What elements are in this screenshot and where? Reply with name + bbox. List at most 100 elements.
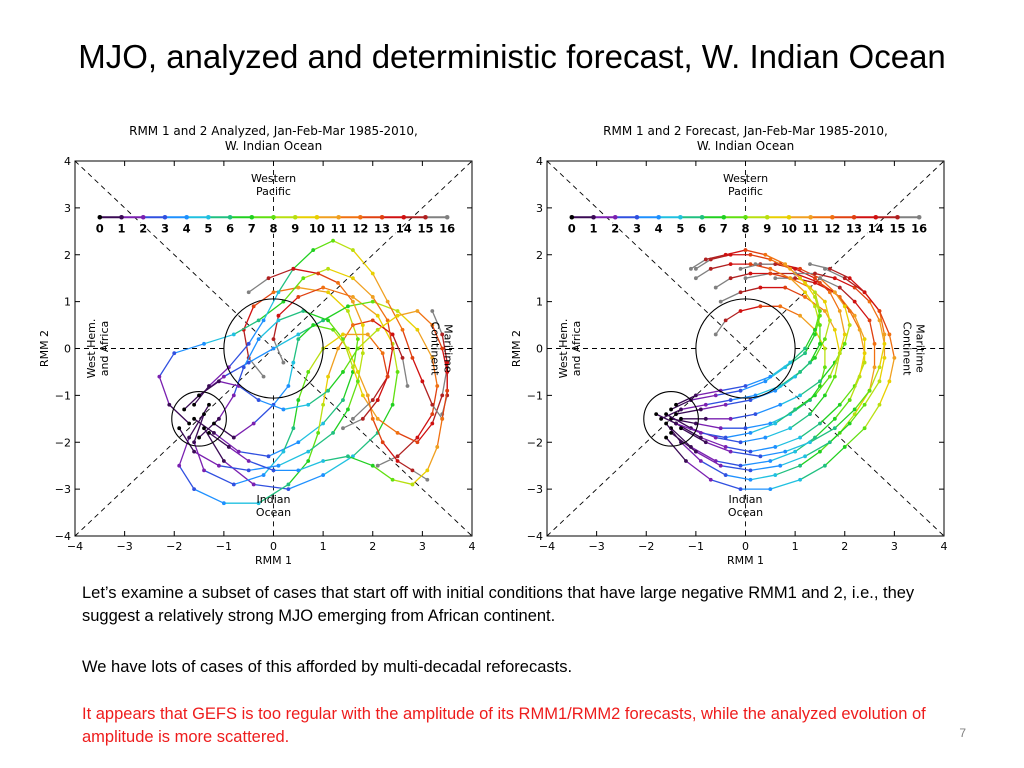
trajectory-point	[823, 463, 827, 468]
trajectory-point	[808, 440, 812, 445]
trajectory-point	[351, 295, 355, 299]
trajectory-point	[669, 430, 673, 435]
colorbar-day-label: 14	[396, 221, 412, 235]
trajectory-point	[326, 388, 330, 393]
trajectory-point	[430, 355, 435, 360]
region-label-indian-ocean: Indian	[729, 493, 763, 506]
trajectory-segment	[377, 315, 398, 331]
colorbar-day-label: 11	[331, 221, 347, 235]
trajectory-point	[842, 341, 847, 346]
trajectory-segment	[715, 390, 741, 397]
trajectory-point	[773, 473, 778, 477]
region-label-western-pacific: Pacific	[256, 185, 291, 198]
trajectory-segment	[431, 310, 443, 335]
trajectory-point	[698, 407, 703, 412]
colorbar-dot	[634, 214, 640, 220]
trajectory-point	[380, 351, 385, 356]
trajectory-point	[738, 440, 743, 445]
colorbar-dot	[591, 214, 596, 220]
trajectory-segment	[725, 432, 751, 439]
trajectory-segment	[243, 329, 250, 358]
trajectory-segment	[193, 418, 215, 434]
colorbar-dot	[97, 214, 103, 220]
colorbar-day-label: 12	[352, 221, 368, 235]
trajectory-point	[177, 426, 182, 431]
y-tick-label: 2	[64, 249, 71, 262]
trajectory-point	[346, 346, 350, 351]
colorbar-day-label: 13	[374, 221, 390, 235]
trajectory-segment	[849, 404, 866, 424]
trajectory-point	[832, 426, 837, 431]
y-axis-label: RMM 2	[38, 330, 51, 367]
trajectory-point	[679, 426, 683, 431]
trajectory-point	[351, 276, 355, 281]
trajectory-point	[753, 393, 758, 398]
trajectory-segment	[362, 399, 379, 420]
trajectory-point	[370, 416, 375, 421]
trajectory-segment	[769, 362, 791, 378]
trajectory-segment	[327, 371, 344, 392]
trajectory-segment	[764, 366, 786, 382]
trajectory-point	[390, 332, 395, 337]
colorbar-day-label: 11	[803, 221, 819, 235]
trajectory-point	[723, 318, 728, 323]
trajectory-segment	[277, 268, 294, 293]
trajectory-point	[823, 346, 827, 351]
trajectory-segment	[705, 441, 731, 453]
trajectory-point	[266, 276, 271, 281]
trajectory-segment	[352, 296, 379, 317]
trajectory-point	[768, 266, 773, 271]
unit-amplitude-circle	[223, 298, 324, 399]
trajectory-segment	[700, 404, 726, 411]
initial-condition-circle	[643, 390, 699, 447]
trajectory-point	[808, 360, 812, 365]
trajectory-point	[713, 435, 718, 440]
unit-amplitude-circle	[695, 298, 796, 399]
trajectory-segment	[337, 282, 354, 303]
page-number: 7	[959, 726, 966, 740]
trajectory-point	[823, 309, 827, 313]
trajectory-segment	[824, 301, 831, 321]
colorbar-day-label: 10	[309, 221, 325, 235]
trajectory-segment	[789, 277, 806, 293]
trajectory-point	[306, 459, 311, 463]
trajectory-point	[803, 346, 807, 351]
trajectory-point	[231, 393, 236, 398]
trajectory-point	[693, 276, 698, 281]
trajectory-segment	[864, 291, 880, 312]
trajectory-point	[445, 360, 450, 365]
y-tick-label: 0	[536, 343, 543, 356]
trajectory-segment	[238, 385, 259, 401]
trajectory-point	[743, 426, 748, 431]
trajectory-segment	[834, 408, 856, 429]
trajectory-segment	[824, 320, 831, 340]
trajectory-segment	[372, 465, 393, 481]
trajectory-segment	[715, 320, 727, 335]
trajectory-point	[202, 468, 206, 473]
trajectory-segment	[725, 399, 751, 406]
trajectory-segment	[695, 268, 712, 279]
trajectory-segment	[248, 465, 279, 472]
trajectory-point	[823, 393, 827, 398]
trajectory-point	[862, 360, 867, 365]
trajectory-segment	[412, 469, 428, 481]
trajectory-segment	[789, 399, 811, 415]
trajectory-point	[693, 393, 698, 398]
trajectory-segment	[327, 348, 339, 377]
trajectory-segment	[829, 268, 850, 279]
trajectory-segment	[750, 446, 776, 453]
trajectory-segment	[814, 306, 821, 326]
trajectory-segment	[392, 479, 413, 486]
colorbar-dot	[119, 214, 124, 220]
trajectory-point	[798, 393, 802, 398]
trajectory-point	[360, 416, 365, 421]
y-tick-label: −2	[55, 436, 71, 449]
trajectory-point	[326, 290, 330, 295]
trajectory-segment	[372, 296, 389, 321]
trajectory-segment	[878, 343, 886, 368]
trajectory-point	[271, 337, 276, 342]
x-tick-label: −4	[539, 540, 555, 553]
trajectory-segment	[750, 422, 776, 434]
trajectory-segment	[342, 418, 364, 429]
y-tick-label: −3	[527, 483, 543, 496]
